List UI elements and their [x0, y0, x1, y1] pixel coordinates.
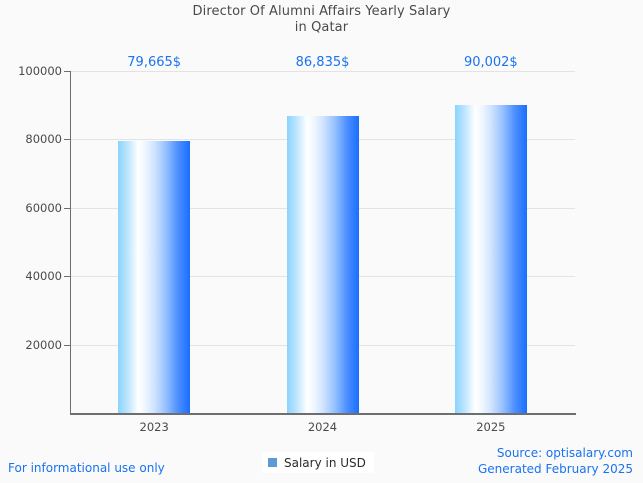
y-axis-tick-label: 40000 [25, 269, 62, 284]
x-axis-tick-label: 2023 [139, 420, 169, 434]
disclaimer-text: For informational use only [8, 461, 165, 475]
legend-item-label: Salary in USD [284, 455, 366, 470]
y-axis-tick-label: 20000 [25, 337, 62, 352]
bar-value-label: 90,002$ [463, 55, 518, 70]
source-line: Source: optisalary.com [496, 446, 633, 460]
y-axis-tick-label: 80000 [25, 132, 62, 147]
bar-value-label: 79,665$ [127, 55, 182, 70]
y-axis-tick [64, 344, 70, 346]
bar[interactable] [286, 116, 359, 413]
y-axis-tick-label: 100000 [18, 64, 62, 78]
y-axis-tick [64, 139, 70, 141]
bar[interactable] [118, 140, 191, 413]
y-axis-labels: 20000 40000 60000 80000 100000 [0, 0, 62, 483]
y-axis-tick-label: 60000 [25, 200, 62, 215]
chart-legend[interactable]: Salary in USD [262, 452, 374, 473]
bar[interactable] [454, 105, 527, 413]
y-axis-tick [64, 276, 70, 278]
generated-line: Generated February 2025 [477, 462, 633, 476]
x-axis-tick-label: 2024 [307, 420, 338, 434]
legend-swatch-icon [268, 458, 277, 467]
bar-value-label: 86,835$ [295, 55, 350, 70]
y-axis-tick [64, 71, 70, 72]
x-axis-tick-label: 2025 [476, 420, 506, 434]
y-axis-line [70, 71, 71, 414]
x-axis-line [70, 413, 576, 415]
y-axis-tick [64, 207, 70, 209]
chart-title: Director Of Alumni Affairs Yearly Salary… [192, 4, 451, 35]
gridline [70, 71, 575, 72]
source-text: Source: optisalary.com Generated Februar… [478, 445, 633, 477]
bars-layer [70, 71, 576, 413]
